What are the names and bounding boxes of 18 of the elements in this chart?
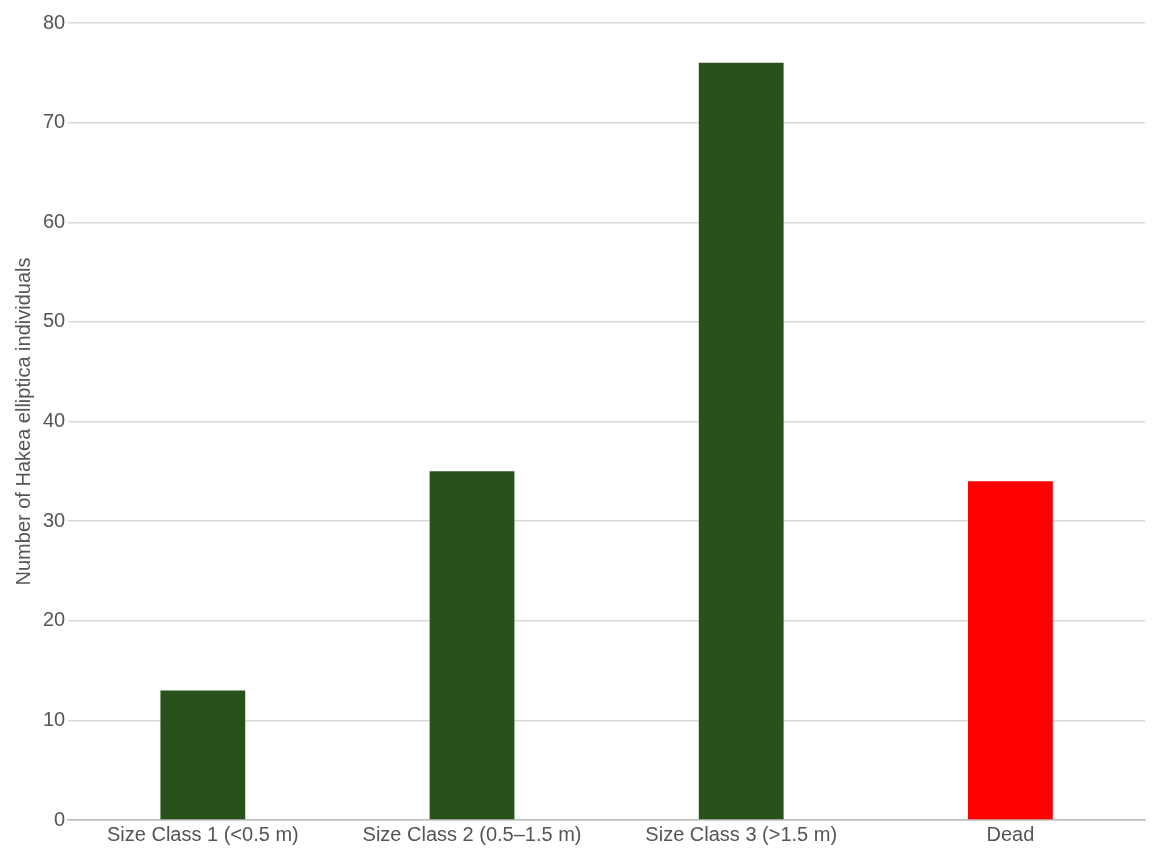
x-tick-label: Size Class 3 (>1.5 m) [645,822,838,845]
y-axis-title: Number of Hakea elliptica individuals [11,257,34,586]
y-tick-label: 40 [43,409,66,432]
bar [698,62,784,820]
bar [429,471,515,820]
bar [160,690,246,820]
y-tick-label: 60 [43,209,66,232]
y-tick-label: 20 [43,608,66,631]
x-tick-label: Size Class 1 (<0.5 m) [106,822,299,845]
y-tick-label: 10 [43,707,66,730]
y-tick-label: 70 [43,110,66,133]
y-tick-label: 0 [54,807,66,830]
y-tick-label: 50 [43,309,66,332]
x-tick-label: Dead [986,822,1035,845]
y-tick-label: 80 [43,10,66,33]
y-tick-label: 30 [43,508,66,531]
bar [968,481,1053,820]
x-tick-label: Size Class 2 (0.5–1.5 m) [362,822,582,845]
